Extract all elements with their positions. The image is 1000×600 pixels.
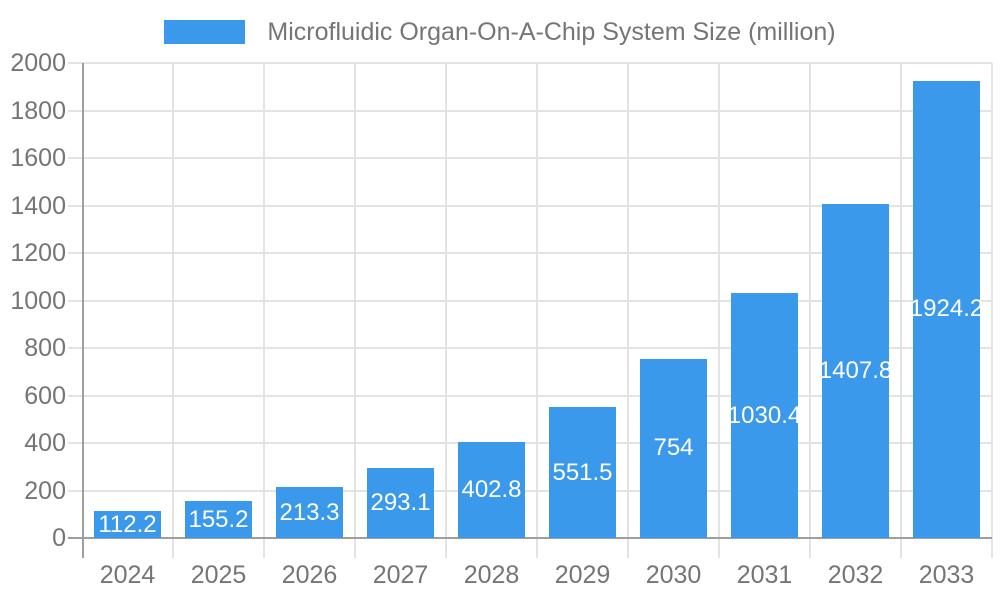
bar-value-label: 1924.2 [909,295,984,323]
x-gridline [536,63,538,558]
y-tick-label: 1400 [10,191,66,220]
x-tick-label: 2027 [372,561,429,589]
y-tick-label: 400 [24,429,66,457]
bar[interactable]: 1030.4 [727,293,802,538]
y-gridline [68,252,992,254]
x-axis-line [68,537,992,539]
y-gridline [68,442,992,444]
y-tick-label: 1200 [10,239,66,267]
y-tick-label: 2000 [10,49,66,77]
bar-value-label: 1030.4 [727,401,802,429]
y-gridline [68,489,992,492]
x-tick-label: 2028 [463,561,520,589]
x-gridline [263,63,265,558]
y-tick-label: 0 [52,524,66,552]
y-gridline [68,157,992,159]
x-gridline [991,63,993,558]
x-gridline [354,63,356,558]
bar-value-label: 402.8 [461,476,522,504]
bar-value-label: 213.3 [279,498,340,526]
y-tick-label: 800 [24,334,66,362]
bar[interactable]: 155.2 [185,501,252,538]
y-tick-label: 1000 [10,286,66,315]
bar[interactable]: 754 [640,358,707,538]
legend-item[interactable]: Microfluidic Organ-On-A-Chip System Size… [0,17,1000,46]
x-gridline [900,63,902,558]
y-gridline [68,62,992,64]
legend-label: Microfluidic Organ-On-A-Chip System Size… [267,17,836,46]
x-tick-label: 2029 [554,561,611,589]
x-tick-label: 2031 [736,561,793,589]
y-gridline [68,299,992,302]
y-gridline [68,347,992,349]
y-tick-label: 1800 [10,96,66,125]
bar[interactable]: 213.3 [276,487,343,538]
bar[interactable]: 402.8 [458,442,525,538]
x-gridline [809,63,811,558]
bar-value-label: 551.5 [552,458,613,486]
x-tick-label: 2033 [918,561,975,589]
legend-swatch-icon [164,20,246,44]
bar-value-label: 1407.8 [818,356,893,384]
x-tick-label: 2030 [645,561,702,589]
bar-value-label: 754 [653,434,694,462]
bar[interactable]: 112.2 [94,511,161,538]
bar-value-label: 112.2 [98,510,157,538]
y-gridline [68,394,992,397]
y-tick-label: 600 [24,381,66,410]
x-tick-label: 2026 [281,561,338,589]
y-tick-label: 200 [24,476,66,505]
bar[interactable]: 1407.8 [818,203,893,538]
x-gridline [718,63,720,558]
y-gridline [68,204,992,207]
bar-value-label: 155.2 [188,505,249,533]
bar-value-label: 293.1 [370,489,431,517]
y-tick-label: 1600 [10,144,66,172]
bar[interactable]: 293.1 [367,468,434,538]
y-axis-line [82,63,84,558]
bar[interactable]: 551.5 [549,407,616,538]
bar[interactable]: 1924.2 [909,81,984,538]
x-tick-label: 2024 [99,561,156,589]
x-gridline [172,63,174,558]
x-gridline [627,63,629,558]
x-tick-label: 2032 [827,561,884,589]
x-tick-label: 2025 [190,561,247,589]
x-gridline [445,63,447,558]
y-gridline [68,109,992,112]
